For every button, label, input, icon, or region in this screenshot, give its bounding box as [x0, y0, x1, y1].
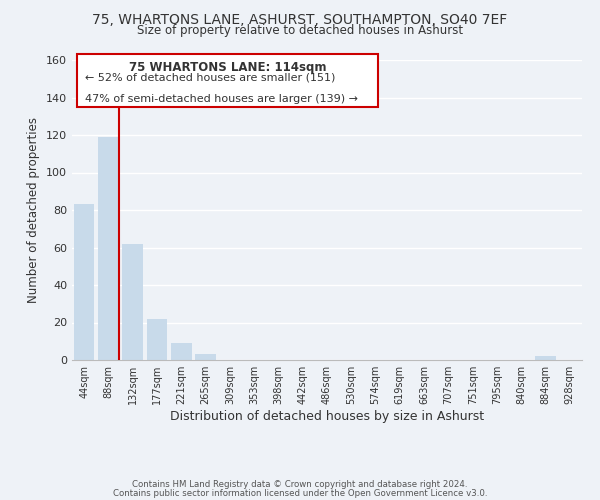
Bar: [122, 244, 143, 360]
Bar: [171, 343, 191, 360]
Y-axis label: Number of detached properties: Number of detached properties: [28, 117, 40, 303]
Text: 75 WHARTONS LANE: 114sqm: 75 WHARTONS LANE: 114sqm: [129, 62, 326, 74]
X-axis label: Distribution of detached houses by size in Ashurst: Distribution of detached houses by size …: [170, 410, 484, 423]
FancyBboxPatch shape: [77, 54, 378, 106]
Text: 75, WHARTONS LANE, ASHURST, SOUTHAMPTON, SO40 7EF: 75, WHARTONS LANE, ASHURST, SOUTHAMPTON,…: [92, 12, 508, 26]
Bar: [195, 354, 216, 360]
Bar: [146, 319, 167, 360]
Bar: [74, 204, 94, 360]
Bar: [98, 137, 119, 360]
Bar: [535, 356, 556, 360]
Text: Contains HM Land Registry data © Crown copyright and database right 2024.: Contains HM Land Registry data © Crown c…: [132, 480, 468, 489]
Text: Contains public sector information licensed under the Open Government Licence v3: Contains public sector information licen…: [113, 489, 487, 498]
Text: 47% of semi-detached houses are larger (139) →: 47% of semi-detached houses are larger (…: [85, 94, 358, 104]
Text: ← 52% of detached houses are smaller (151): ← 52% of detached houses are smaller (15…: [85, 73, 335, 83]
Text: Size of property relative to detached houses in Ashurst: Size of property relative to detached ho…: [137, 24, 463, 37]
